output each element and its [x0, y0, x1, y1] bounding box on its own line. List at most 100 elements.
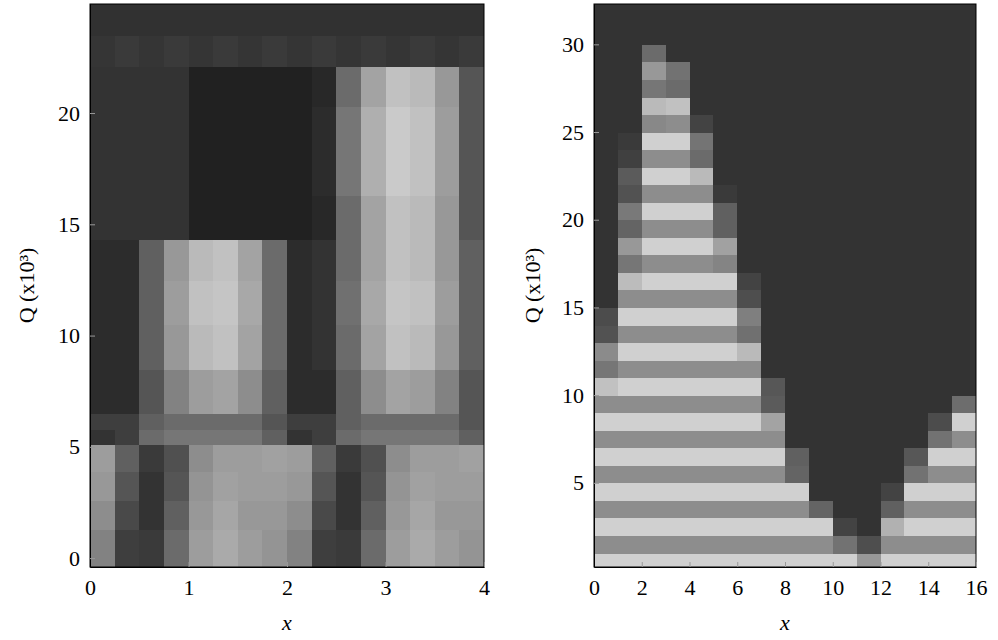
- heatmap-cell: [737, 27, 761, 45]
- x-tick: 14: [918, 562, 940, 600]
- heatmap-cell: [857, 343, 881, 361]
- heatmap-cell: [361, 324, 386, 369]
- heatmap-cell: [312, 151, 337, 196]
- heatmap-cell: [238, 4, 263, 36]
- heatmap-cell: [904, 290, 928, 308]
- x-tick-label: 4: [685, 575, 696, 600]
- heatmap-cell: [690, 307, 714, 325]
- heatmap-cell: [666, 448, 690, 466]
- heatmap-cell: [857, 185, 881, 203]
- heatmap-cell: [761, 325, 785, 343]
- heatmap-cell: [904, 500, 928, 518]
- heatmap-cell: [881, 307, 905, 325]
- heatmap-cell: [833, 220, 857, 238]
- heatmap-cell: [386, 240, 411, 281]
- heatmap-cell: [833, 62, 857, 80]
- heatmap-cell: [690, 62, 714, 80]
- heatmap-cell: [928, 378, 952, 396]
- heatmap-cell: [761, 448, 785, 466]
- heatmap-cell: [642, 448, 666, 466]
- heatmap-cell: [336, 429, 361, 445]
- heatmap-cell: [213, 471, 238, 501]
- heatmap-cell: [761, 27, 785, 45]
- y-tick: 5: [69, 434, 95, 459]
- heatmap-cell: [737, 395, 761, 413]
- heatmap-cell: [594, 553, 618, 567]
- heatmap-cell: [238, 369, 263, 414]
- heatmap-cell: [785, 343, 809, 361]
- heatmap-cell: [238, 240, 263, 281]
- heatmap-cell: [90, 280, 115, 325]
- heatmap-cell: [90, 471, 115, 501]
- heatmap-cell: [238, 413, 263, 429]
- heatmap-cell: [857, 325, 881, 343]
- heatmap-cell: [642, 553, 666, 567]
- heatmap-cell: [881, 167, 905, 185]
- heatmap-cell: [435, 429, 460, 445]
- heatmap-cell: [189, 280, 214, 325]
- heatmap-cell: [809, 150, 833, 168]
- heatmap-cell: [594, 97, 618, 115]
- heatmap-cell: [312, 4, 337, 36]
- heatmap-cell: [642, 535, 666, 553]
- heatmap-cell: [139, 471, 164, 501]
- x-tick: 0: [589, 562, 600, 600]
- heatmap-cell: [690, 185, 714, 203]
- heatmap-cell: [761, 360, 785, 378]
- x-tick-mark: [484, 562, 485, 567]
- heatmap-cell: [713, 150, 737, 168]
- x-tick: 8: [780, 562, 791, 600]
- heatmap-cell: [952, 272, 976, 290]
- heatmap-cell: [904, 413, 928, 431]
- heatmap-cell: [287, 529, 312, 567]
- heatmap-cell: [618, 62, 642, 80]
- heatmap-cell: [833, 132, 857, 150]
- heatmap-cell: [833, 360, 857, 378]
- heatmap-cell: [164, 471, 189, 501]
- heatmap-cell: [213, 151, 238, 196]
- heatmap-cell: [857, 500, 881, 518]
- heatmap-cell: [262, 240, 287, 281]
- heatmap-cell: [713, 378, 737, 396]
- x-tick: 4: [685, 562, 696, 600]
- heatmap-cell: [809, 79, 833, 97]
- heatmap-cell: [287, 240, 312, 281]
- heatmap-cell: [164, 413, 189, 429]
- heatmap-cell: [642, 185, 666, 203]
- heatmap-cell: [90, 106, 115, 151]
- heatmap-cell: [410, 369, 435, 414]
- heatmap-cell: [642, 44, 666, 62]
- y-tick-mark: [594, 307, 599, 308]
- heatmap-cell: [690, 9, 714, 27]
- heatmap-cell: [459, 280, 484, 325]
- heatmap-cell: [139, 151, 164, 196]
- heatmap-cell: [594, 272, 618, 290]
- heatmap-cell: [189, 66, 214, 107]
- heatmap-cell: [459, 429, 484, 445]
- heatmap-cell: [928, 79, 952, 97]
- heatmap-cell: [904, 272, 928, 290]
- heatmap-cell: [761, 44, 785, 62]
- heatmap-cell: [410, 195, 435, 240]
- heatmap-cell: [666, 237, 690, 255]
- heatmap-cell: [115, 324, 140, 369]
- heatmap-cell: [881, 27, 905, 45]
- heatmap-cell: [809, 430, 833, 448]
- heatmap-cell: [690, 518, 714, 536]
- heatmap-cell: [713, 220, 737, 238]
- heatmap-cell: [666, 413, 690, 431]
- heatmap-cell: [459, 413, 484, 429]
- heatmap-cell: [618, 4, 642, 10]
- heatmap-cell: [785, 553, 809, 567]
- heatmap-cell: [410, 240, 435, 281]
- heatmap-cell: [90, 151, 115, 196]
- heatmap-cell: [642, 325, 666, 343]
- heatmap-cell: [809, 4, 833, 10]
- heatmap-cell: [642, 167, 666, 185]
- heatmap-cell: [238, 35, 263, 67]
- y-tick-label: 20: [58, 101, 80, 126]
- heatmap-cell: [312, 195, 337, 240]
- heatmap-cell: [904, 237, 928, 255]
- heatmap-cell: [809, 185, 833, 203]
- heatmap-cell: [262, 106, 287, 151]
